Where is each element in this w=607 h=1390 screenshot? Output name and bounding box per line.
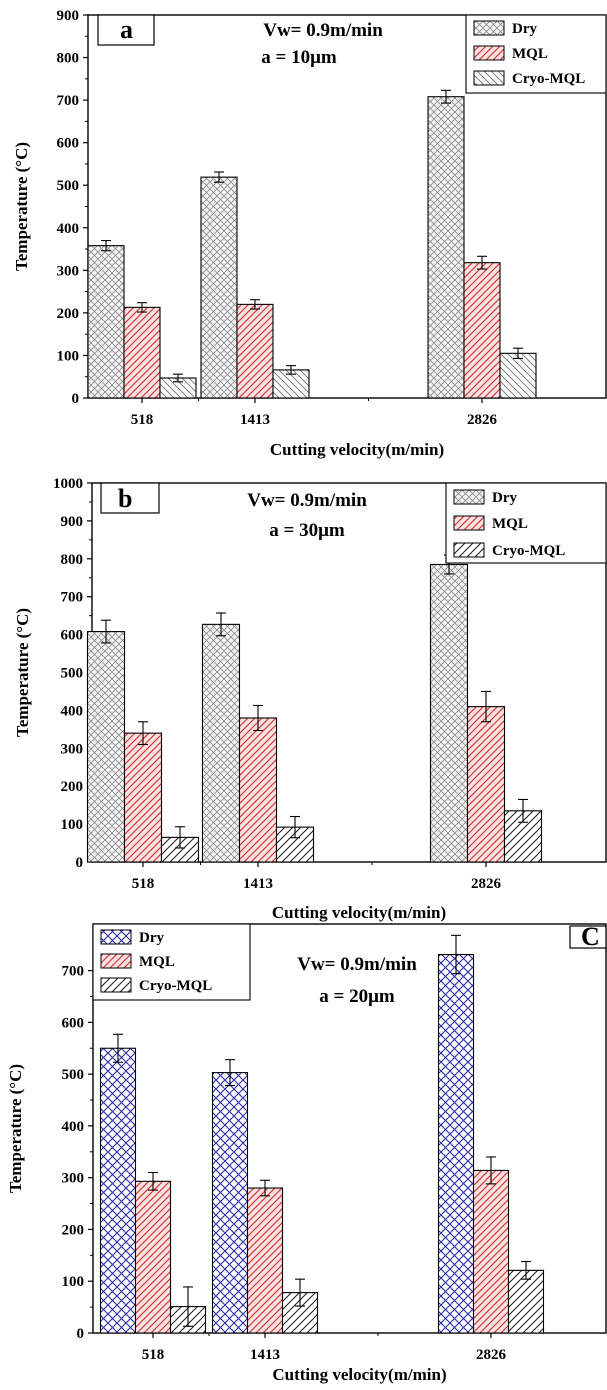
y-tick-label: 500 — [61, 666, 84, 682]
panel-tag-box — [100, 482, 160, 514]
panel-tag-box — [97, 14, 155, 46]
legend-swatch-cryo-mql — [473, 70, 505, 86]
legend-swatch-mql — [100, 953, 132, 969]
legend-label: Cryo-MQL — [139, 978, 212, 994]
annotation: Vw= 0.9m/min — [247, 490, 367, 511]
legend-label: Dry — [492, 490, 517, 506]
x-tick-label: 2826 — [467, 412, 498, 428]
x-tick-label: 1413 — [240, 412, 270, 428]
bar-mql-2826 — [466, 706, 506, 863]
panel-tag: a — [120, 15, 133, 44]
x-tick-label: 1413 — [243, 876, 273, 892]
bar-mql-518 — [134, 1180, 172, 1334]
legend-swatch-dry — [100, 929, 132, 945]
bar-mql-518 — [123, 306, 161, 399]
x-tick-label: 1413 — [250, 1347, 280, 1363]
legend-label: MQL — [139, 954, 175, 970]
bar-dry-2826 — [429, 563, 469, 863]
legend-label: MQL — [492, 516, 528, 532]
y-axis-title: Temperature (°C) — [12, 142, 31, 271]
y-tick-label: 0 — [72, 391, 80, 407]
y-tick-label: 100 — [61, 817, 84, 833]
y-tick-label: 500 — [57, 178, 80, 194]
y-tick-label: 600 — [61, 628, 84, 644]
y-tick-label: 800 — [61, 552, 84, 568]
y-tick-label: 600 — [57, 136, 80, 152]
panel-tag-box — [569, 925, 607, 949]
bar-mql-1413 — [238, 717, 278, 863]
annotation: Vw= 0.9m/min — [297, 954, 417, 975]
annotation: a = 20μm — [319, 986, 395, 1007]
x-axis-title: Cutting velocity(m/min) — [272, 903, 446, 922]
legend-label: Dry — [512, 21, 537, 37]
y-tick-label: 100 — [62, 1274, 85, 1290]
y-tick-label: 200 — [57, 306, 80, 322]
x-tick-label: 518 — [142, 1347, 165, 1363]
bar-mql-2826 — [463, 262, 501, 399]
x-tick-label: 518 — [131, 412, 154, 428]
x-axis-title: Cutting velocity(m/min) — [270, 440, 444, 459]
bar-dry-518 — [86, 631, 126, 863]
y-tick-label: 700 — [61, 590, 84, 606]
annotation: a = 30μm — [269, 520, 345, 541]
legend-swatch-cryo-mql — [453, 542, 485, 558]
y-tick-label: 400 — [62, 1119, 85, 1135]
y-tick-label: 700 — [62, 964, 85, 980]
bar-dry-1413 — [201, 623, 241, 863]
bar-dry-518 — [87, 245, 125, 399]
y-tick-label: 400 — [57, 221, 80, 237]
y-tick-label: 300 — [61, 741, 84, 757]
y-tick-label: 100 — [57, 348, 80, 364]
legend-swatch-cryo-mql — [100, 977, 132, 993]
y-tick-label: 900 — [61, 514, 84, 530]
legend-label: Dry — [139, 930, 164, 946]
legend-label: Cryo-MQL — [492, 543, 565, 559]
annotation: a = 10μm — [261, 47, 337, 68]
x-axis-title: Cutting velocity(m/min) — [272, 1365, 446, 1384]
bar-dry-1413 — [200, 176, 238, 399]
bar-dry-518 — [99, 1047, 137, 1334]
y-tick-label: 0 — [77, 1326, 85, 1342]
panel-tag: C — [581, 922, 600, 951]
y-tick-label: 900 — [57, 8, 80, 24]
y-tick-label: 0 — [76, 855, 84, 871]
y-tick-label: 1000 — [53, 476, 83, 492]
x-tick-label: 2826 — [476, 1347, 507, 1363]
legend-swatch-mql — [473, 45, 505, 61]
legend-swatch-dry — [453, 489, 485, 505]
y-tick-label: 200 — [62, 1222, 85, 1238]
annotation: Vw= 0.9m/min — [263, 20, 383, 41]
bar-mql-2826 — [472, 1169, 510, 1334]
y-axis-title: Temperature (°C) — [13, 608, 32, 737]
y-tick-label: 500 — [62, 1067, 85, 1083]
panel-tag: b — [118, 484, 132, 513]
legend-swatch-mql — [453, 515, 485, 531]
bar-mql-1413 — [246, 1187, 284, 1334]
x-tick-label: 518 — [132, 876, 155, 892]
chart-panel-b: 0 100 200 300 400 500 600 700 800 900 1000 518 1413 2… — [13, 476, 607, 922]
legend-swatch-dry — [473, 20, 505, 36]
y-tick-label: 800 — [57, 51, 80, 67]
y-axis-title: Temperature (°C) — [6, 1064, 25, 1193]
y-tick-label: 400 — [61, 703, 84, 719]
bar-dry-2826 — [437, 953, 475, 1334]
bar-cryo-mql-2826 — [507, 1269, 545, 1334]
bar-cryo-mql-2826 — [499, 352, 537, 399]
bar-mql-518 — [123, 732, 163, 863]
y-tick-label: 600 — [62, 1015, 85, 1031]
bar-dry-2826 — [427, 96, 465, 399]
bar-mql-1413 — [236, 303, 274, 399]
plot-frame — [92, 923, 607, 1334]
legend-label: MQL — [512, 46, 548, 62]
y-tick-label: 300 — [57, 263, 80, 279]
chart-panel-a: 0 100 200 300 400 500 600 700 800 900 518 1413 2826 a… — [12, 8, 607, 459]
y-tick-label: 300 — [62, 1171, 85, 1187]
x-tick-label: 2826 — [471, 876, 502, 892]
bar-dry-1413 — [211, 1072, 249, 1334]
chart-panel-C: 0 100 200 300 400 500 600 700 518 1413 2826 C Vw= 0.… — [6, 922, 607, 1384]
legend-label: Cryo-MQL — [512, 71, 585, 87]
y-tick-label: 700 — [57, 93, 80, 109]
y-tick-label: 200 — [61, 779, 84, 795]
